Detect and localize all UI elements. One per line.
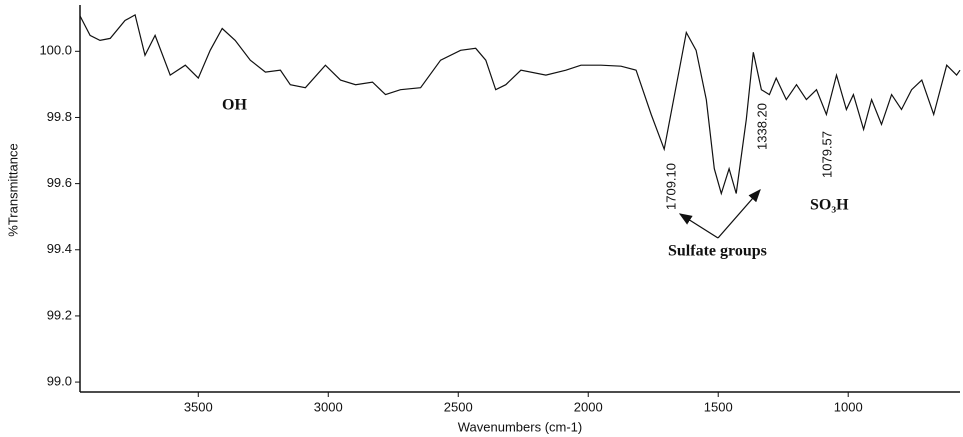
y-axis-label: %Transmittance bbox=[5, 143, 20, 236]
y-tick-label: 99.4 bbox=[47, 241, 72, 256]
annotation: SO₃H bbox=[810, 197, 849, 214]
y-tick-label: 99.2 bbox=[47, 307, 72, 322]
x-tick-label: 1000 bbox=[834, 399, 863, 414]
x-tick-label: 3000 bbox=[314, 399, 343, 414]
arrow bbox=[678, 213, 719, 239]
x-tick-label: 2500 bbox=[444, 399, 473, 414]
y-tick-label: 99.8 bbox=[47, 109, 72, 124]
x-tick-label: 2000 bbox=[574, 399, 603, 414]
peak-label: 1709.10 bbox=[663, 163, 678, 210]
x-tick-label: 3500 bbox=[184, 399, 213, 414]
arrow bbox=[717, 189, 761, 239]
peak-label: 1338.20 bbox=[754, 103, 769, 150]
annotation: OH bbox=[222, 97, 247, 114]
x-tick-label: 1500 bbox=[704, 399, 733, 414]
x-axis-label: Wavenumbers (cm-1) bbox=[458, 419, 582, 434]
spectrum-line bbox=[79, 13, 961, 196]
annotation: Sulfate groups bbox=[668, 243, 767, 260]
peak-label: 1079.57 bbox=[819, 131, 834, 178]
y-tick-label: 99.6 bbox=[47, 175, 72, 190]
y-tick-label: 99.0 bbox=[47, 374, 72, 389]
y-tick-label: 100.0 bbox=[39, 43, 72, 58]
